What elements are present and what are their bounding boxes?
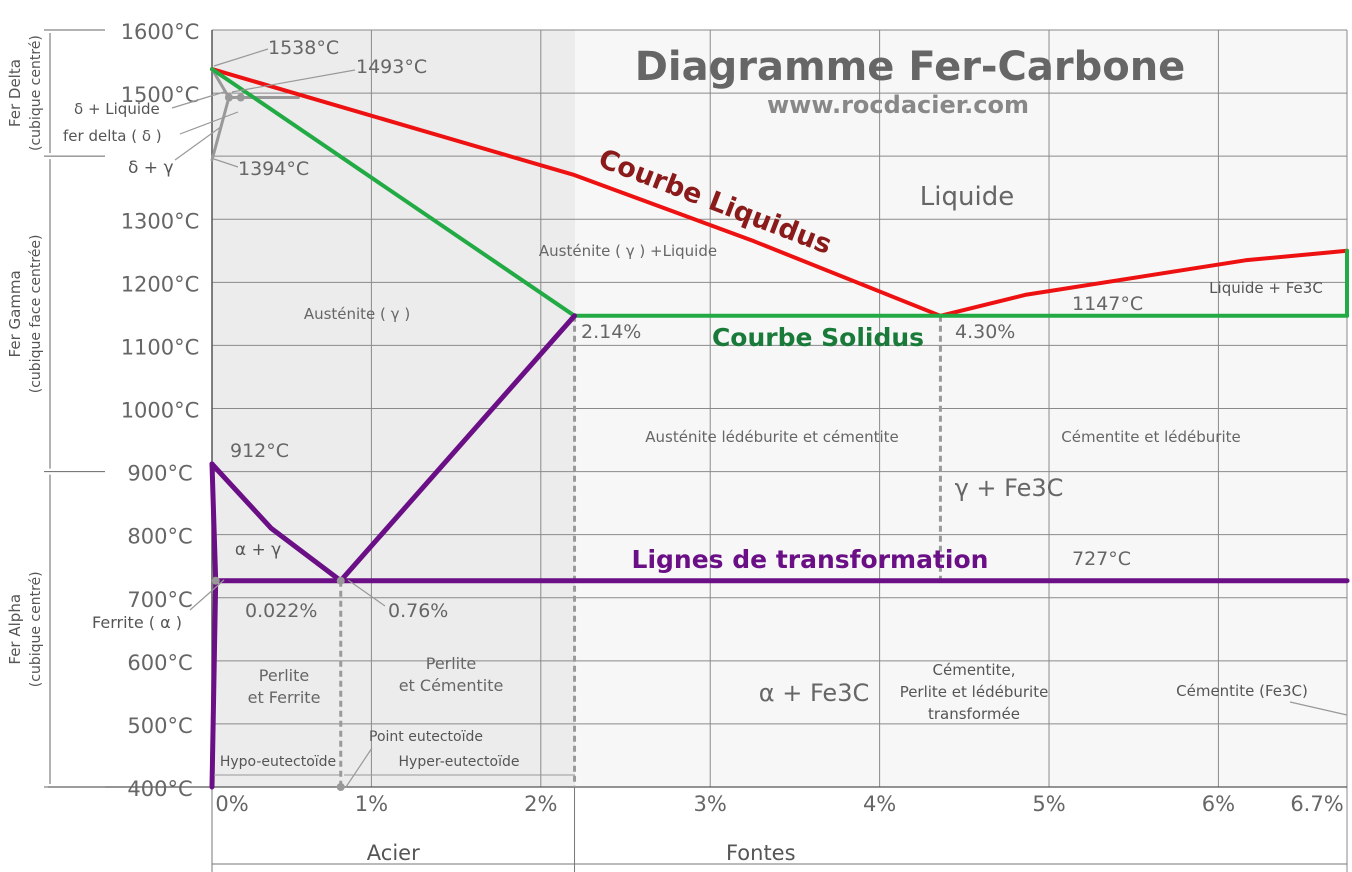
cementite-fe3c-label: Cémentite (Fe3C) <box>1176 682 1308 700</box>
austenite-liquid-label: Austénite ( γ ) +Liquide <box>539 242 717 260</box>
x-tick-labels: 0% 1% 2% 3% 4% 5% 6% 6.7% <box>215 792 1343 816</box>
bottom-ranges: Acier Fontes <box>211 787 1347 872</box>
side-phase-name: Fer Delta <box>6 59 24 127</box>
temp-912-label: 912°C <box>230 440 289 462</box>
carbon-076-label: 0.76% <box>388 600 448 622</box>
side-phase-name: Fer Gamma <box>6 270 24 357</box>
hyper-eutectoid-label: Hyper-eutectoïde <box>399 754 520 770</box>
acm-curve <box>338 313 577 584</box>
key-point <box>224 93 233 102</box>
x-tick-label: 3% <box>694 792 727 816</box>
solidus-label: Courbe Solidus <box>712 323 924 352</box>
key-point <box>336 576 345 585</box>
x-tick-label: 2% <box>524 792 557 816</box>
perlite-cementite-label-2: et Cémentite <box>399 676 504 695</box>
x-tick-label: 1% <box>355 792 388 816</box>
side-phase-name: Fer Alpha <box>6 594 24 665</box>
pointer-lines <box>171 48 1348 788</box>
temp-1394-label: 1394°C <box>238 158 309 180</box>
key-point <box>336 783 345 791</box>
y-tick-label: 700°C <box>127 588 192 612</box>
eutectoid-point-label: Point eutectoïde <box>369 729 483 745</box>
y-tick-label: 800°C <box>127 525 192 549</box>
y-tick-label: 1200°C <box>121 272 200 296</box>
alpha-fe3c-label: α + Fe3C <box>759 679 869 707</box>
perlite-cementite-label-1: Perlite <box>426 654 477 673</box>
austenite-label: Austénite ( γ ) <box>304 305 410 323</box>
perlite-ferrite-label-1: Perlite <box>259 666 310 685</box>
y-tick-label: 900°C <box>127 462 192 486</box>
hypo-eutectoid-label: Hypo-eutectoïde <box>220 754 336 770</box>
y-tick-labels: 1600°C1500°C1300°C1200°C1100°C1000°C900°… <box>121 20 200 801</box>
temp-1493-label: 1493°C <box>356 56 427 78</box>
side-phase-structure: (cubique centré) <box>28 35 44 151</box>
diagram-title: Diagramme Fer-Carbone <box>635 44 1186 90</box>
phase-curves <box>209 67 1350 791</box>
x-tick-label: 6.7% <box>1290 792 1343 816</box>
y-tick-label: 500°C <box>127 714 192 738</box>
x-tick-label: 6% <box>1202 792 1235 816</box>
delta-gamma-label: δ + γ <box>128 158 174 178</box>
y-tick-label: 1600°C <box>121 20 200 44</box>
side-phase-brackets: Fer Delta (cubique centré)Fer Gamma (cubiq… <box>6 29 105 788</box>
y-tick-label: 1100°C <box>121 335 200 359</box>
temp-1147-label: 1147°C <box>1072 293 1143 315</box>
carbon-214-label: 2.14% <box>581 321 641 343</box>
temp-727-label: 727°C <box>1072 548 1131 570</box>
side-phase-structure: (cubique centré) <box>28 571 44 687</box>
side-phase-structure: (cubique face centrée) <box>28 235 44 394</box>
range-label: Acier <box>367 841 420 865</box>
temp-1538-label: 1538°C <box>268 37 339 59</box>
y-tick-label: 600°C <box>127 651 192 675</box>
cementite-perlite-label-2: Perlite et lédéburite <box>900 683 1049 701</box>
liquid-fe3c-label: Liquide + Fe3C <box>1209 279 1323 297</box>
key-point <box>236 93 245 102</box>
y-tick-label: 1000°C <box>121 399 200 423</box>
perlite-ferrite-label-2: et Ferrite <box>248 688 321 707</box>
cementite-perlite-label-1: Cémentite, <box>933 661 1016 679</box>
alpha-solvus-curve <box>209 461 219 790</box>
y-tick-label: 400°C <box>127 777 192 801</box>
ferrite-label: Ferrite ( α ) <box>92 613 182 632</box>
liquid-label: Liquide <box>920 182 1014 212</box>
gamma-alpha-curve <box>209 461 344 584</box>
dashed-verticals <box>339 315 942 787</box>
range-label: Fontes <box>726 841 796 865</box>
key-point <box>211 576 220 585</box>
website-label: www.rocdacier.com <box>767 91 1029 119</box>
transformation-label: Lignes de transformation <box>632 545 989 574</box>
delta-iron-label: fer delta ( δ ) <box>63 127 162 145</box>
gamma-fe3c-label: γ + Fe3C <box>955 474 1064 502</box>
cementite-ledeburite-label: Cémentite et lédéburite <box>1061 428 1240 446</box>
carbon-0022-label: 0.022% <box>245 600 317 622</box>
x-tick-label: 0% <box>215 792 248 816</box>
austenite-ledeburite-label: Austénite lédéburite et cémentite <box>645 428 899 446</box>
carbon-430-label: 4.30% <box>955 321 1015 343</box>
x-tick-label: 5% <box>1032 792 1065 816</box>
cementite-perlite-label-3: transformée <box>928 705 1020 723</box>
y-tick-label: 1300°C <box>121 209 200 233</box>
alpha-gamma-label: α + γ <box>235 540 281 560</box>
x-tick-label: 4% <box>863 792 896 816</box>
delta-liquid-label: δ + Liquide <box>74 100 160 118</box>
